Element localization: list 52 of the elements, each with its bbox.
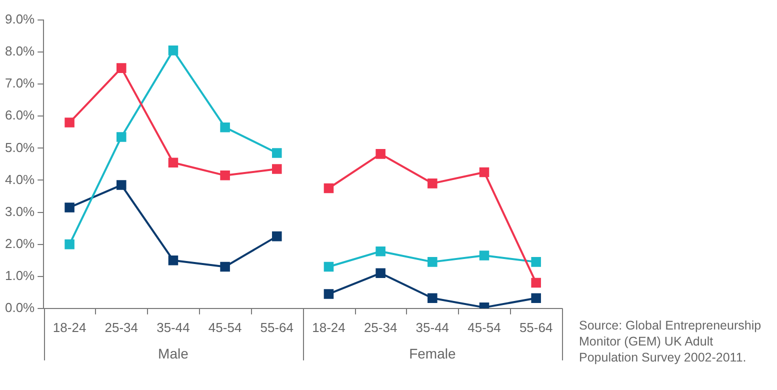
point [479,167,490,178]
point [220,262,230,272]
source-note: Source: Global Entrepreneurship Monitor (GEM) UK Adult Population Survey 2002-2011. [579,318,762,364]
x-tick-label: 35-44 [156,320,190,335]
point [168,46,178,56]
text: Female [409,345,456,362]
point [531,278,541,288]
y-tick-label: 7.0% [4,76,36,91]
x-tick-label: 55-64 [519,320,553,335]
point [64,239,74,250]
point [324,183,334,194]
x-tick-label: 35-44 [416,320,450,335]
x-tick-label: 18-24 [312,320,346,335]
point [428,257,438,267]
point [376,246,386,256]
point [168,255,178,266]
point [272,231,282,242]
point [64,118,74,128]
x-tick-label: 45-54 [468,320,501,335]
point [376,149,386,159]
y-tick-label: 3.0% [4,204,36,219]
point [116,180,126,190]
point [220,122,230,132]
point [479,250,490,260]
point [428,293,438,304]
y-tick-label: 9.0% [4,12,36,27]
y-tick-label: 5.0% [4,140,36,155]
y-tick-label: 6.0% [4,108,36,123]
x-tick-label: 55-64 [260,320,294,335]
point [531,257,541,267]
x-tick-label: 45-54 [208,320,242,335]
point [324,289,334,299]
y-tick-label: 0.0% [4,300,36,315]
y-tick-label: 1.0% [4,268,36,283]
point [116,63,126,73]
point [531,293,541,304]
text: Male [158,345,189,362]
x-tick-label: 25-34 [104,320,138,335]
point [168,158,178,168]
point [376,268,386,278]
y-tick-label: 8.0% [4,44,36,59]
point [64,202,74,212]
point [428,178,438,188]
x-tick-label: 25-34 [364,320,398,335]
y-tick-label: 2.0% [4,236,36,251]
point [272,148,282,158]
point [324,262,334,272]
x-tick-label: 18-24 [52,320,86,335]
point [272,164,282,174]
point [220,170,230,180]
point [116,132,126,142]
y-tick-label: 4.0% [4,172,36,187]
